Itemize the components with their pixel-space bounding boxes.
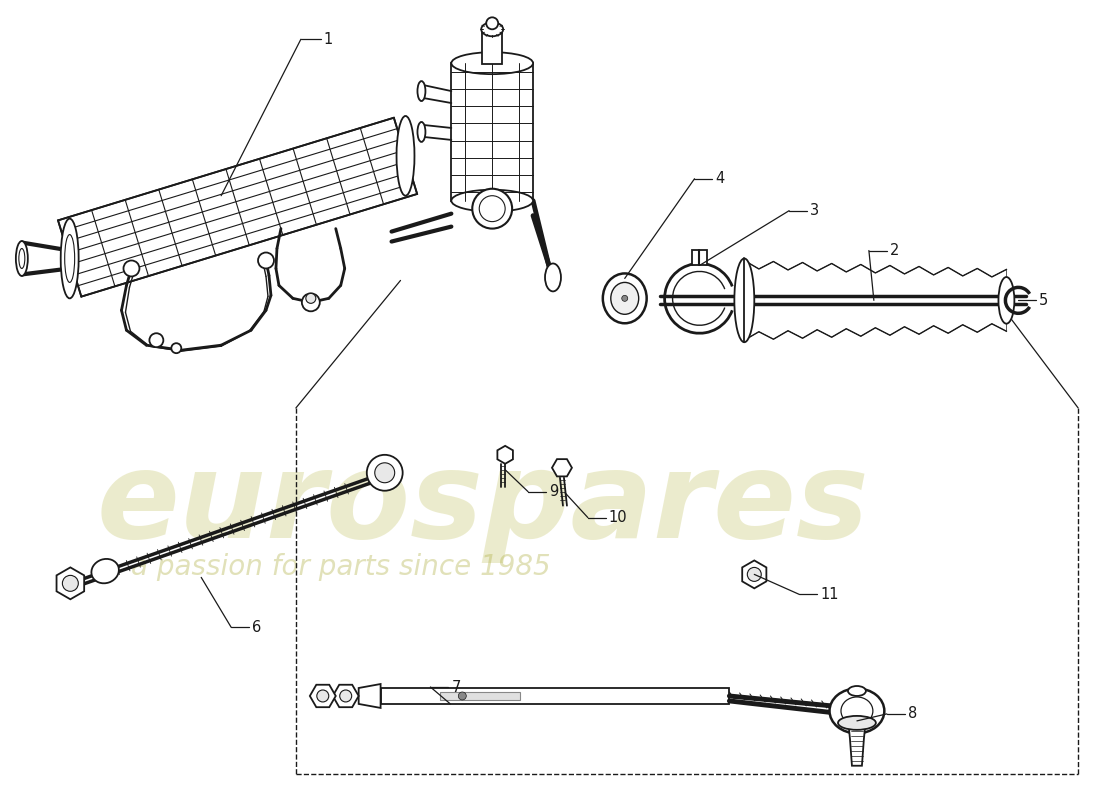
Ellipse shape xyxy=(544,263,561,291)
Circle shape xyxy=(150,334,163,347)
Polygon shape xyxy=(310,685,336,707)
Ellipse shape xyxy=(481,22,503,36)
Ellipse shape xyxy=(15,241,28,276)
Circle shape xyxy=(301,294,320,311)
Ellipse shape xyxy=(451,52,534,74)
Polygon shape xyxy=(552,459,572,476)
Text: 9: 9 xyxy=(549,484,559,499)
Polygon shape xyxy=(359,684,381,708)
Ellipse shape xyxy=(60,218,78,298)
Circle shape xyxy=(472,189,513,229)
Circle shape xyxy=(480,196,505,222)
Ellipse shape xyxy=(91,559,119,583)
Ellipse shape xyxy=(838,716,876,730)
Text: 3: 3 xyxy=(810,203,820,218)
Circle shape xyxy=(486,18,498,30)
Polygon shape xyxy=(849,729,865,766)
Text: 8: 8 xyxy=(908,706,917,722)
Circle shape xyxy=(375,463,395,482)
Ellipse shape xyxy=(418,122,426,142)
Text: 11: 11 xyxy=(821,587,838,602)
Ellipse shape xyxy=(19,249,25,269)
Circle shape xyxy=(459,692,466,700)
Bar xyxy=(381,688,729,704)
Ellipse shape xyxy=(65,234,75,282)
Text: 2: 2 xyxy=(890,243,899,258)
Polygon shape xyxy=(742,561,767,588)
Circle shape xyxy=(123,261,140,277)
Text: 10: 10 xyxy=(608,510,627,525)
Text: 5: 5 xyxy=(1040,293,1048,308)
Bar xyxy=(692,250,707,266)
Polygon shape xyxy=(333,685,359,707)
Polygon shape xyxy=(58,118,417,297)
Circle shape xyxy=(317,690,329,702)
Bar xyxy=(482,30,503,64)
Ellipse shape xyxy=(999,277,1014,324)
Polygon shape xyxy=(56,567,85,599)
Ellipse shape xyxy=(842,697,873,725)
Text: 4: 4 xyxy=(715,171,725,186)
Text: 6: 6 xyxy=(252,620,262,634)
Circle shape xyxy=(258,253,274,269)
Circle shape xyxy=(340,690,352,702)
Polygon shape xyxy=(497,446,513,464)
Ellipse shape xyxy=(603,274,647,323)
Ellipse shape xyxy=(396,116,415,196)
Text: 1: 1 xyxy=(323,32,333,46)
Circle shape xyxy=(63,575,78,591)
Ellipse shape xyxy=(418,81,426,101)
Text: eurospares: eurospares xyxy=(97,446,869,563)
Polygon shape xyxy=(745,261,1006,340)
Circle shape xyxy=(306,294,316,303)
Ellipse shape xyxy=(451,190,534,212)
Ellipse shape xyxy=(735,258,755,342)
Circle shape xyxy=(172,343,182,353)
Ellipse shape xyxy=(610,282,639,314)
Text: 7: 7 xyxy=(451,679,461,694)
Text: a passion for parts since 1985: a passion for parts since 1985 xyxy=(132,554,551,582)
Circle shape xyxy=(747,567,761,582)
Circle shape xyxy=(366,455,403,490)
Circle shape xyxy=(621,295,628,302)
Ellipse shape xyxy=(829,689,884,734)
Bar xyxy=(451,63,534,201)
Bar xyxy=(440,692,520,700)
Ellipse shape xyxy=(848,686,866,696)
